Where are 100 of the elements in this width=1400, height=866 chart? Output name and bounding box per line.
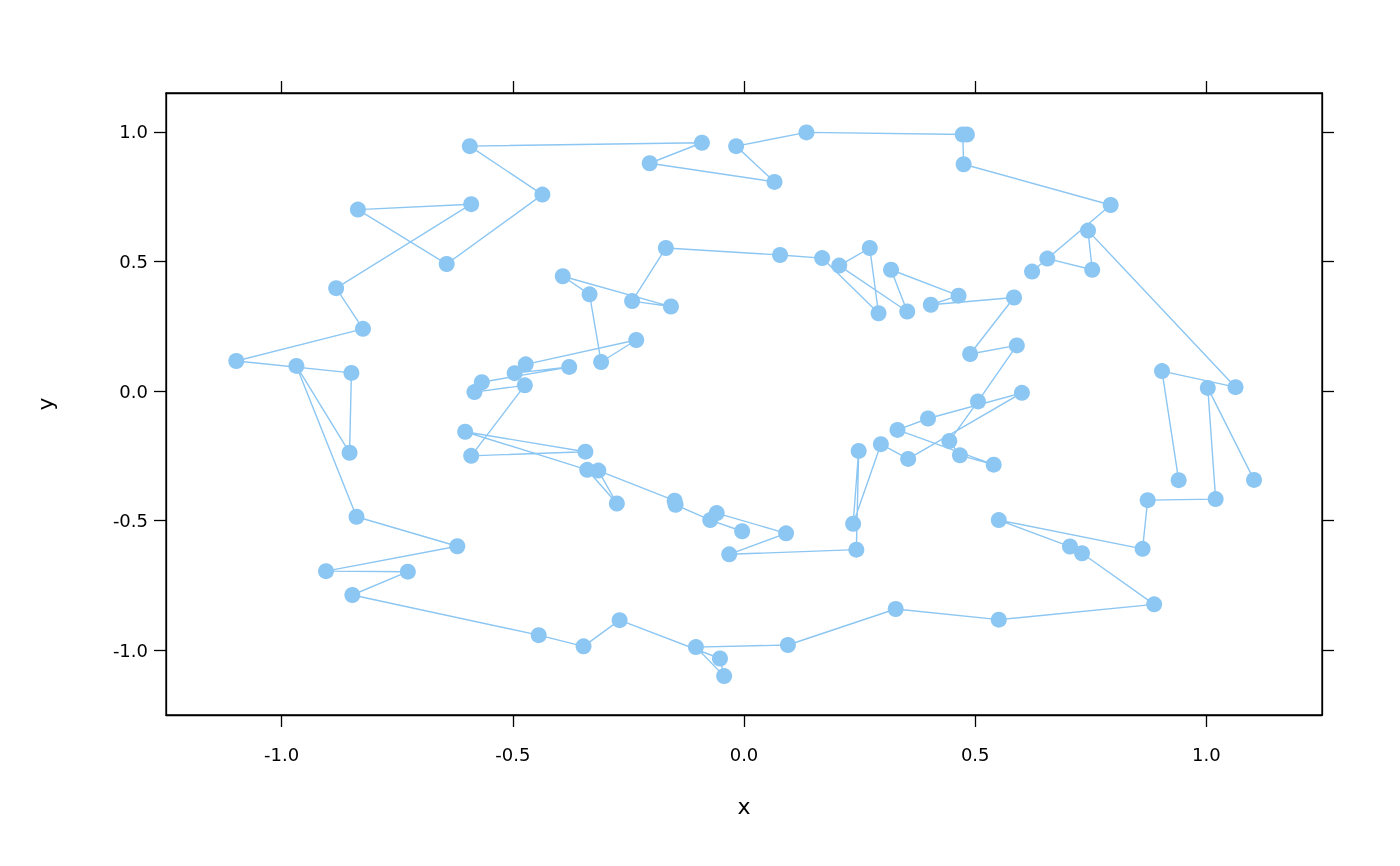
point (517, 356, 534, 373)
point (348, 508, 365, 525)
x-tick-label: -0.5 (495, 743, 531, 765)
point (628, 331, 645, 348)
point (687, 639, 704, 656)
point (341, 444, 358, 461)
point (772, 246, 789, 263)
point (343, 364, 360, 381)
point (608, 495, 625, 512)
point (693, 134, 710, 151)
point (662, 298, 679, 315)
point (922, 296, 939, 313)
point (872, 436, 889, 453)
point (575, 638, 592, 655)
point (554, 268, 571, 285)
point (766, 173, 783, 190)
point (624, 293, 641, 310)
point (1227, 379, 1244, 396)
point (845, 515, 862, 532)
point (870, 305, 887, 322)
point (1139, 492, 1156, 509)
point (288, 357, 305, 374)
x-tick-label: 1.0 (1192, 743, 1221, 765)
point (962, 345, 979, 362)
y-tick-label: -0.5 (112, 510, 148, 532)
point (779, 637, 796, 654)
point (850, 442, 867, 459)
point (399, 563, 416, 580)
y-axis-title: y (32, 397, 58, 411)
point (1102, 196, 1119, 213)
point (941, 433, 958, 450)
point (461, 138, 478, 155)
point (1199, 379, 1216, 396)
point (831, 257, 848, 274)
point (1084, 261, 1101, 278)
point (355, 320, 371, 337)
point (530, 627, 547, 644)
point (328, 280, 345, 297)
point (641, 155, 658, 172)
point (883, 261, 900, 278)
y-tick-label: 1.0 (119, 121, 148, 143)
point (990, 611, 1007, 628)
point (1039, 250, 1056, 267)
point (969, 393, 986, 410)
point (721, 546, 738, 563)
point (920, 410, 937, 427)
point (457, 423, 474, 440)
point (581, 286, 598, 303)
point (463, 196, 480, 213)
y-tick-label: -1.0 (112, 639, 148, 661)
point (1246, 471, 1263, 488)
point (318, 563, 334, 580)
point (716, 668, 733, 685)
point (734, 523, 751, 540)
point (1134, 540, 1151, 557)
point (534, 186, 551, 203)
x-tick-label: 0.5 (960, 743, 990, 765)
x-axis-title: x (737, 793, 751, 819)
point (1013, 384, 1030, 401)
point (1154, 363, 1171, 380)
point (814, 250, 831, 267)
point (438, 256, 455, 273)
point (611, 612, 628, 629)
point (798, 124, 815, 141)
point (593, 354, 610, 371)
point (344, 587, 361, 603)
point (473, 374, 490, 391)
point (516, 377, 533, 394)
point (955, 156, 972, 173)
point (561, 358, 578, 375)
point (778, 525, 795, 542)
x-tick-label: 0.0 (729, 743, 759, 765)
point (900, 450, 917, 467)
point (728, 138, 745, 155)
point (887, 601, 904, 617)
point (577, 443, 594, 460)
point (463, 447, 480, 464)
point (1074, 545, 1091, 562)
point (228, 352, 245, 369)
point (349, 201, 366, 218)
point (1146, 596, 1163, 613)
point (1006, 289, 1023, 306)
x-tick-label: -1.0 (264, 743, 300, 765)
point (579, 461, 596, 478)
point (657, 239, 674, 256)
y-tick-label: 0.0 (119, 380, 148, 402)
point (1062, 538, 1078, 555)
point (950, 287, 967, 304)
point (951, 447, 968, 464)
point (506, 365, 523, 382)
point (848, 541, 865, 558)
point (861, 239, 878, 256)
point (711, 650, 728, 667)
point (1024, 263, 1041, 280)
point (985, 456, 1002, 473)
point (1207, 491, 1224, 508)
point (449, 538, 466, 555)
point (1008, 337, 1025, 354)
point (899, 303, 916, 320)
point (889, 421, 906, 438)
